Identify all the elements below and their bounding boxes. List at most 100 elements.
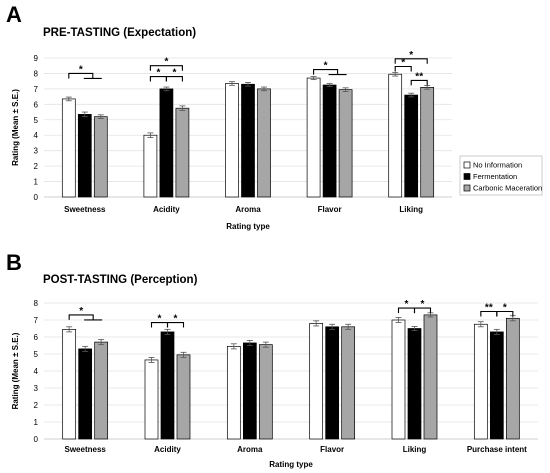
bar — [325, 326, 340, 440]
bar — [423, 314, 438, 440]
y-tick-label: 7 — [34, 85, 39, 94]
y-tick-label: 9 — [34, 54, 39, 63]
y-tick-label: 6 — [34, 100, 39, 109]
bar — [505, 317, 520, 440]
significance-label: * — [503, 303, 507, 314]
significance-label: * — [401, 57, 405, 68]
bar — [62, 329, 77, 440]
significance-label: * — [172, 68, 176, 79]
legend-swatch — [463, 184, 471, 192]
panel-letter: B — [6, 250, 22, 275]
y-tick-label: 8 — [34, 299, 39, 308]
significance-bracket — [394, 65, 412, 72]
y-tick-label: 5 — [34, 350, 39, 359]
significance-bracket — [166, 322, 185, 328]
significance-bracket — [496, 310, 514, 317]
bar — [489, 331, 504, 440]
y-tick-label: 8 — [34, 69, 39, 78]
bar — [473, 323, 488, 440]
significance-bracket — [165, 75, 183, 82]
legend — [459, 155, 543, 196]
y-tick-label: 2 — [34, 162, 39, 171]
bar — [420, 86, 435, 198]
chart-panel-b: B POST-TASTING (Perception) 0 1 2 3 4 5 6 7 8 Ratin… — [6, 250, 538, 469]
panel-title: PRE-TASTING (Expectation) — [43, 27, 196, 39]
x-axis-title: Rating type — [226, 222, 270, 231]
bar — [242, 342, 257, 440]
legend-label: Fermentation — [473, 172, 517, 181]
bar — [257, 88, 271, 198]
legend-swatch — [463, 173, 471, 180]
x-category-label: Aroma — [235, 205, 261, 214]
x-category-label: Acidity — [154, 445, 181, 454]
significance-bracket — [413, 307, 432, 314]
x-category-label: Aroma — [237, 445, 263, 454]
significance-bracket — [394, 58, 428, 64]
y-tick-label: 4 — [34, 367, 39, 376]
bar — [159, 88, 174, 198]
significance-bracket — [149, 65, 183, 71]
bar — [78, 348, 93, 440]
significance-label: ** — [415, 71, 423, 82]
significance-label: * — [79, 306, 83, 317]
y-axis-title: Rating (Mean ± S.E.) — [11, 89, 20, 166]
x-category-label: Sweetness — [64, 205, 106, 214]
significance-bracket — [68, 314, 94, 320]
x-axis-title: Rating type — [269, 460, 313, 469]
x-category-label: Purchase intent — [467, 445, 527, 454]
bar — [306, 77, 321, 198]
bar — [93, 116, 108, 198]
bar — [225, 83, 239, 198]
bar — [160, 331, 175, 440]
significance-label: * — [156, 68, 160, 79]
significance-label: * — [324, 61, 328, 72]
significance-label: * — [164, 57, 168, 68]
x-category-label: Acidity — [153, 205, 180, 214]
bar — [61, 98, 76, 198]
legend-label: No Information — [473, 161, 522, 170]
chart-panel-a: A PRE-TASTING (Expectation) 0 1 2 3 4 5 6 7 8 9 Rati… — [6, 2, 543, 231]
significance-bracket — [313, 69, 339, 75]
y-tick-label: 6 — [34, 333, 39, 342]
significance-label: * — [79, 64, 83, 75]
significance-label: * — [158, 314, 162, 325]
y-tick-label: 0 — [34, 435, 39, 444]
y-tick-label: 1 — [34, 178, 39, 187]
y-tick-label: 7 — [34, 316, 39, 325]
significance-label: * — [174, 314, 178, 325]
bar — [407, 328, 422, 440]
legend-label: Carbonic Maceration — [473, 184, 542, 193]
significance-bracket — [68, 72, 94, 79]
y-tick-label: 1 — [34, 418, 39, 427]
bar — [388, 73, 403, 198]
bar — [258, 344, 273, 440]
bar — [341, 326, 356, 440]
y-axis-title: Rating (Mean ± S.E.) — [11, 332, 20, 409]
significance-label: ** — [485, 303, 493, 314]
x-category-label: Liking — [399, 205, 423, 214]
bar — [391, 319, 406, 440]
y-tick-label: 3 — [34, 384, 39, 393]
panel-title: POST-TASTING (Perception) — [43, 274, 198, 286]
bar — [338, 89, 353, 198]
x-category-label: Flavor — [320, 445, 344, 454]
bar — [404, 94, 419, 198]
bar — [143, 134, 158, 198]
bar — [176, 354, 191, 440]
x-category-label: Sweetness — [64, 445, 106, 454]
x-category-label: Flavor — [318, 205, 342, 214]
panel-letter: A — [6, 2, 22, 27]
x-category-label: Liking — [403, 445, 427, 454]
bar — [322, 84, 337, 198]
significance-bracket — [410, 79, 428, 86]
bar — [144, 359, 159, 440]
legend-swatch — [463, 161, 471, 169]
significance-label: * — [409, 50, 413, 61]
bar — [77, 114, 92, 198]
y-tick-label: 0 — [34, 193, 39, 202]
significance-label: * — [405, 299, 409, 310]
y-tick-label: 2 — [34, 401, 39, 410]
bar — [94, 341, 109, 440]
bar — [241, 83, 255, 198]
